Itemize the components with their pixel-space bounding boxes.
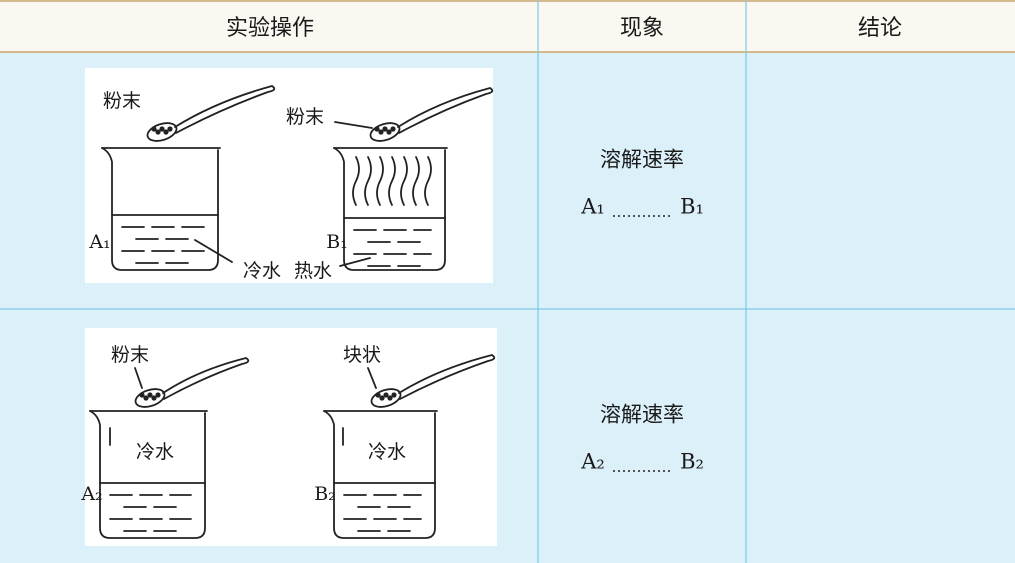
- powder: [147, 392, 153, 398]
- figure-label: 冷水: [136, 441, 174, 463]
- powder: [390, 126, 396, 132]
- figure-label: B₂: [314, 483, 336, 505]
- figure-label: B₁: [326, 231, 348, 253]
- powder: [387, 395, 393, 401]
- header-cell: 实验操作: [226, 16, 314, 41]
- spoon-bowl: [134, 388, 166, 408]
- spoon-handle: [174, 85, 276, 134]
- powder: [374, 126, 380, 132]
- figure-label: 粉末: [111, 344, 149, 366]
- powder: [375, 392, 381, 398]
- spoon-handle: [162, 357, 250, 400]
- steam: [412, 156, 420, 206]
- figure-panel: [85, 68, 493, 283]
- powder: [382, 126, 388, 132]
- spoon-bowl: [370, 388, 402, 408]
- steam: [352, 156, 360, 206]
- phenomenon-text: 溶解速率: [600, 403, 684, 427]
- steam: [400, 156, 408, 206]
- powder: [163, 129, 169, 135]
- spoon-handle: [397, 87, 494, 134]
- spoon-handle: [398, 354, 496, 400]
- figure-label: 冷水: [243, 260, 281, 282]
- figure-label: A₂: [80, 483, 102, 505]
- figure-label: 粉末: [286, 106, 324, 128]
- powder: [155, 392, 161, 398]
- phenomenon-left: A₂: [580, 450, 605, 474]
- steam: [388, 156, 396, 206]
- spoon-bowl: [146, 122, 178, 142]
- pointer: [194, 239, 233, 263]
- powder: [159, 126, 165, 132]
- phenomenon-left: A₁: [580, 195, 605, 219]
- figure-label: 粉末: [103, 90, 141, 112]
- pointer: [334, 121, 373, 129]
- powder: [143, 395, 149, 401]
- beaker: [101, 147, 219, 271]
- powder: [151, 395, 157, 401]
- figure-label: 冷水: [368, 441, 406, 463]
- header-cell: 现象: [620, 16, 664, 41]
- figure-label: 热水: [294, 260, 332, 282]
- powder: [383, 392, 389, 398]
- beaker: [323, 410, 436, 539]
- steam: [424, 156, 432, 206]
- header-cell: 结论: [858, 16, 902, 41]
- phenomenon-text: 溶解速率: [600, 148, 684, 172]
- powder: [391, 392, 397, 398]
- figure-label: 块状: [343, 344, 381, 366]
- illustrations: [89, 85, 496, 539]
- phenomenon-right: B₁: [680, 195, 704, 219]
- powder: [139, 392, 145, 398]
- beaker: [333, 147, 446, 271]
- beaker: [89, 410, 206, 539]
- powder: [151, 126, 157, 132]
- steam: [376, 156, 384, 206]
- pointer: [134, 367, 143, 389]
- header-row: [0, 0, 1015, 52]
- steam: [364, 156, 372, 206]
- phenomenon-right: B₂: [680, 450, 704, 474]
- powder: [378, 129, 384, 135]
- figure-panel: [85, 328, 497, 546]
- figure-label: A₁: [88, 231, 110, 253]
- powder: [155, 129, 161, 135]
- powder: [379, 395, 385, 401]
- spoon-bowl: [369, 122, 401, 142]
- powder: [167, 126, 173, 132]
- pointer: [339, 257, 371, 267]
- pointer: [367, 367, 377, 389]
- powder: [386, 129, 392, 135]
